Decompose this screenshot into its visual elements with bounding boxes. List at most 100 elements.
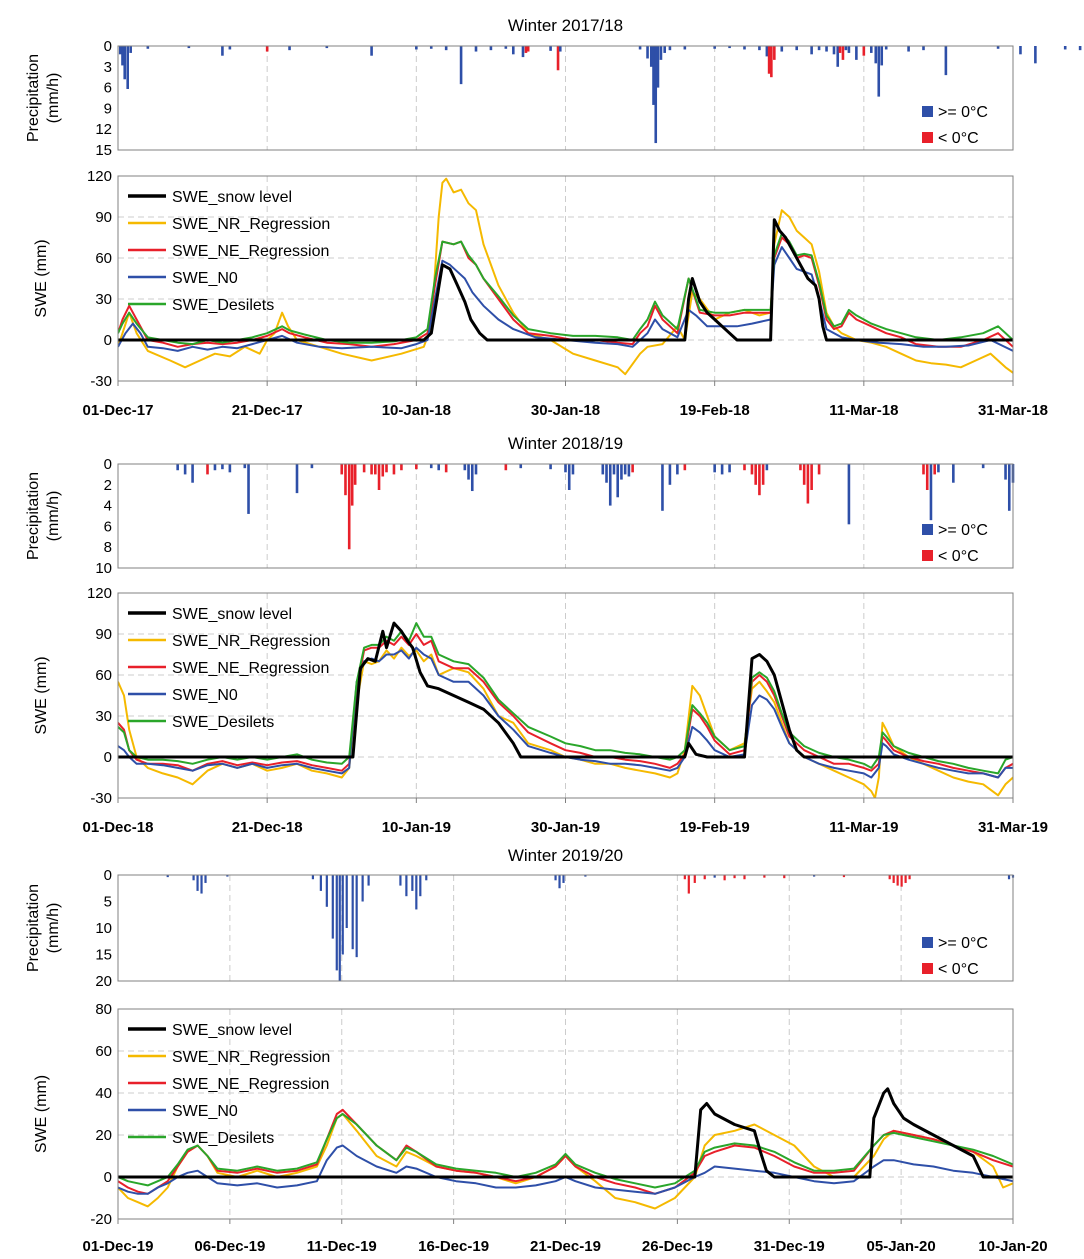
precip-bar xyxy=(1007,464,1011,511)
precip-bar xyxy=(952,464,955,483)
precip-bar xyxy=(549,46,552,51)
precip-bar xyxy=(743,464,746,471)
precip-bar xyxy=(758,464,761,496)
precip-ylabel: Precipitation (mm/h) xyxy=(25,472,62,560)
legend-label: SWE_NE_Regression xyxy=(172,1076,329,1093)
precip-bar xyxy=(562,875,565,883)
precip-bar xyxy=(743,46,746,50)
precip-bar xyxy=(226,875,229,877)
series-line-swe-n0 xyxy=(118,1144,1013,1195)
legend-label: SWE_N0 xyxy=(172,687,238,704)
chart-group-1: Winter 2017/18 0 3 6 9 12 15 Precipitation (mm/h… xyxy=(25,16,1082,419)
precip-bar xyxy=(908,875,911,880)
precip-bar xyxy=(519,464,523,469)
legend-label: < 0°C xyxy=(938,130,979,147)
legend-label: < 0°C xyxy=(938,548,979,565)
x-tick-label: 11-Dec-19 xyxy=(307,1238,377,1255)
series-line-swe-nr-regression xyxy=(118,646,1013,798)
precip-bar xyxy=(713,464,716,473)
precip-bar xyxy=(192,875,195,881)
precip-bar xyxy=(206,464,209,475)
precip-bar xyxy=(713,46,716,49)
precip-bar xyxy=(221,46,224,56)
precip-bar xyxy=(836,46,840,67)
precip-bar xyxy=(703,875,706,880)
precip-bar xyxy=(511,46,515,55)
precip-bar xyxy=(631,464,634,473)
precip-bar xyxy=(763,875,766,878)
precip-bar xyxy=(399,875,402,886)
precip-bar xyxy=(877,46,881,97)
swe-ytick-label: 20 xyxy=(95,1127,112,1144)
precip-bar xyxy=(504,46,508,49)
precip-bar xyxy=(900,875,903,887)
precip-bar xyxy=(361,875,364,902)
precip-bar xyxy=(668,464,672,485)
precip-bar xyxy=(802,464,806,485)
precip-bar xyxy=(489,46,493,51)
precip-bar xyxy=(1004,464,1007,480)
precip-bar xyxy=(904,875,907,883)
legend-swatch xyxy=(922,937,933,948)
precip-bar xyxy=(929,464,933,521)
precip-frame xyxy=(117,45,1014,151)
precip-bar xyxy=(743,875,746,880)
swe-ylabel: SWE (mm) xyxy=(33,239,50,317)
precip-ytick-label: 10 xyxy=(95,920,112,937)
precip-bar xyxy=(661,464,664,511)
legend-label: SWE_NR_Regression xyxy=(172,1049,330,1066)
precip-bar xyxy=(187,46,191,49)
precip-ytick-label: 0 xyxy=(104,38,112,55)
precip-bar xyxy=(350,464,354,506)
precip-bar xyxy=(832,46,836,55)
precip-bar xyxy=(524,46,528,53)
precip-bar xyxy=(243,464,247,469)
legend-label: SWE_snow level xyxy=(172,189,292,206)
precip-bar xyxy=(121,46,124,66)
chart-group-3: Winter 2019/20 0 5 10 15 20 Precipitation (mm/h… xyxy=(25,846,1048,1255)
swe-ytick-label: 90 xyxy=(95,626,112,643)
precip-bar xyxy=(345,875,348,928)
precip-bar xyxy=(937,464,940,473)
precip-ytick-label: 12 xyxy=(95,121,112,138)
precip-bar xyxy=(470,464,474,492)
swe-ytick-label: 60 xyxy=(95,250,112,267)
precip-bar xyxy=(411,875,414,891)
precip-ytick-label: 0 xyxy=(104,456,112,473)
precip-bar xyxy=(415,46,418,50)
precip-bar xyxy=(429,464,433,469)
series-line-swe-n0 xyxy=(118,646,1013,779)
precip-bar xyxy=(601,464,605,475)
swe-ytick-label: 120 xyxy=(87,168,112,185)
x-tick-label: 21-Dec-17 xyxy=(232,402,303,419)
legend-label: SWE_snow level xyxy=(172,1022,292,1039)
precip-bar xyxy=(405,875,408,897)
precip-ylabel: Precipitation (mm/h) xyxy=(25,54,62,142)
precip-bar xyxy=(355,875,358,958)
precip-bar xyxy=(981,464,985,469)
swe-ylabel: SWE (mm) xyxy=(33,656,50,734)
precip-bar xyxy=(842,875,846,878)
swe-ytick-label: -30 xyxy=(90,373,112,390)
chart-title: Winter 2018/19 xyxy=(508,434,623,453)
precip-bar xyxy=(799,464,802,471)
precip-bar xyxy=(841,46,845,60)
legend-label: SWE_Desilets xyxy=(172,297,274,314)
precip-bar xyxy=(228,464,232,473)
legend-label: SWE_N0 xyxy=(172,1103,238,1120)
precip-bar xyxy=(558,46,562,52)
precip-ylabel: Precipitation (mm/h) xyxy=(25,884,62,972)
precip-ytick-label: 3 xyxy=(104,59,112,76)
swe-ytick-label: -20 xyxy=(90,1211,112,1228)
precip-frame xyxy=(117,463,1014,569)
swe-ytick-label: 40 xyxy=(95,1085,112,1102)
legend-swatch xyxy=(922,106,933,117)
x-tick-label: 11-Mar-18 xyxy=(829,402,898,419)
precip-bar xyxy=(925,464,929,490)
x-tick-label: 10-Jan-20 xyxy=(978,1238,1047,1255)
precip-bar xyxy=(1019,46,1022,55)
precip-bar xyxy=(584,875,587,877)
legend-label: SWE_Desilets xyxy=(172,1130,274,1147)
precip-bar xyxy=(652,46,655,105)
precip-bar xyxy=(429,46,433,49)
